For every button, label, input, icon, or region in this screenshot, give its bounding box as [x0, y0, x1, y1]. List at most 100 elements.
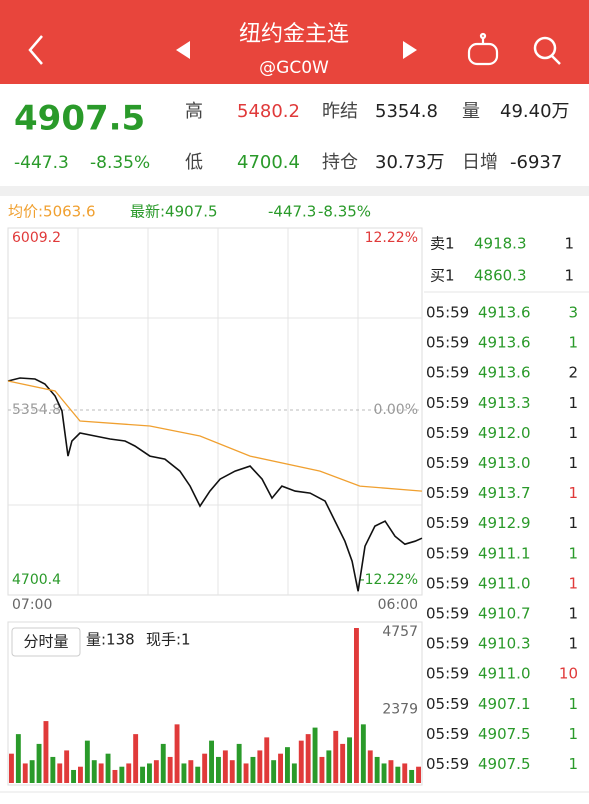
trade-time: 05:59	[426, 484, 469, 502]
trade-price: 4911.0	[478, 665, 531, 683]
volume-bar	[257, 750, 263, 783]
volume-bar	[312, 727, 318, 783]
trade-price: 4912.9	[478, 514, 531, 532]
trade-qty: 2	[568, 364, 578, 382]
volume-bar	[271, 760, 277, 783]
next-button[interactable]	[403, 41, 417, 59]
volume-bar	[409, 769, 415, 783]
book-qty: 1	[564, 235, 574, 253]
last-price: 4907.5	[14, 99, 145, 139]
volume-bar	[57, 763, 63, 783]
volume-bar	[333, 730, 339, 783]
volume-bar	[195, 766, 201, 783]
volume-bar	[98, 763, 104, 783]
subtitle: @GC0W	[259, 58, 329, 78]
divider	[0, 186, 589, 196]
y2-tick-label: 0.00%	[374, 402, 418, 418]
volume-bar	[236, 743, 242, 783]
trade-qty: 1	[568, 574, 578, 592]
trade-qty: 3	[568, 304, 578, 322]
volume-bar	[264, 737, 270, 783]
trade-time: 05:59	[426, 574, 469, 592]
volume-bar	[416, 766, 421, 783]
robot-icon[interactable]	[467, 32, 499, 66]
field-value: 4700.4	[237, 152, 300, 173]
volume-bar	[319, 756, 325, 783]
field-value: -6937	[510, 152, 562, 173]
field-label: 昨结	[322, 101, 358, 122]
trade-price: 4907.5	[478, 755, 531, 773]
trade-price: 4910.7	[478, 605, 531, 623]
latest-price: 最新:4907.5	[130, 203, 218, 221]
volume-bar	[326, 750, 332, 783]
volume-frame	[7, 621, 423, 786]
volume-bar	[188, 760, 194, 783]
trade-time: 05:59	[426, 695, 469, 713]
change-pct: -8.35%	[90, 153, 150, 173]
book-price: 4918.3	[474, 235, 527, 253]
trade-time: 05:59	[426, 635, 469, 653]
prev-button[interactable]	[176, 41, 190, 59]
average-line	[7, 380, 423, 492]
y-tick-label: 6009.2	[12, 230, 61, 246]
volume-tab[interactable]	[11, 627, 81, 657]
trade-time: 05:59	[426, 725, 469, 743]
book-price: 4860.3	[474, 267, 527, 285]
trade-time: 05:59	[426, 605, 469, 623]
y-tick-label: 5354.8	[12, 402, 61, 418]
trade-price: 4911.0	[478, 574, 531, 592]
field-value: 5480.2	[237, 101, 300, 122]
volume-bar	[50, 756, 56, 783]
volume-bar	[381, 763, 387, 783]
volume-bar	[105, 753, 111, 783]
trade-time: 05:59	[426, 514, 469, 532]
latest-pct: -8.35%	[318, 203, 371, 221]
volume-bar	[167, 756, 173, 783]
trade-qty: 1	[568, 514, 578, 532]
field-label: 低	[185, 152, 203, 173]
volume-bar	[174, 724, 180, 783]
volume-bar	[91, 760, 97, 783]
trade-qty: 1	[568, 755, 578, 773]
trade-qty: 1	[568, 635, 578, 653]
field-label: 持仓	[322, 152, 358, 173]
avg-price: 均价:5063.6	[8, 203, 96, 221]
trade-price: 4913.6	[478, 304, 531, 322]
volume-bar	[9, 753, 14, 783]
trade-time: 05:59	[426, 394, 469, 412]
latest-change: -447.3	[268, 203, 316, 221]
trade-price: 4913.6	[478, 364, 531, 382]
chart-frame	[7, 227, 423, 596]
volume-bar	[340, 743, 346, 783]
y2-tick-label: -12.22%	[360, 572, 418, 588]
volume-bar	[112, 769, 118, 783]
book-side: 卖1	[430, 235, 455, 253]
volume-tick-label: 2379	[382, 701, 418, 717]
field-value: 30.73万	[375, 152, 445, 173]
volume-bar	[298, 740, 304, 783]
x-end: 06:00	[378, 597, 418, 613]
trade-qty: 1	[568, 544, 578, 562]
trade-qty: 1	[568, 424, 578, 442]
trade-price: 4911.1	[478, 544, 531, 562]
header-bar	[0, 0, 589, 84]
price-line	[7, 377, 423, 592]
search-icon[interactable]	[533, 36, 561, 65]
trade-price: 4907.1	[478, 695, 531, 713]
trade-price: 4913.7	[478, 484, 531, 502]
volume-bar	[243, 763, 249, 783]
volume-bar	[71, 769, 76, 783]
volume-bar	[133, 734, 139, 783]
field-label: 量	[462, 101, 480, 122]
trade-qty: 1	[568, 454, 578, 472]
volume-bar	[29, 760, 35, 783]
trade-time: 05:59	[426, 544, 469, 562]
trade-qty: 10	[559, 665, 578, 683]
volume-bar	[395, 766, 401, 783]
volume-bar	[278, 753, 283, 783]
back-button[interactable]	[28, 35, 43, 65]
book-qty: 1	[564, 267, 574, 285]
volume-value: 量:138	[86, 631, 135, 649]
field-label: 高	[185, 101, 203, 122]
volume-bar	[305, 734, 311, 783]
